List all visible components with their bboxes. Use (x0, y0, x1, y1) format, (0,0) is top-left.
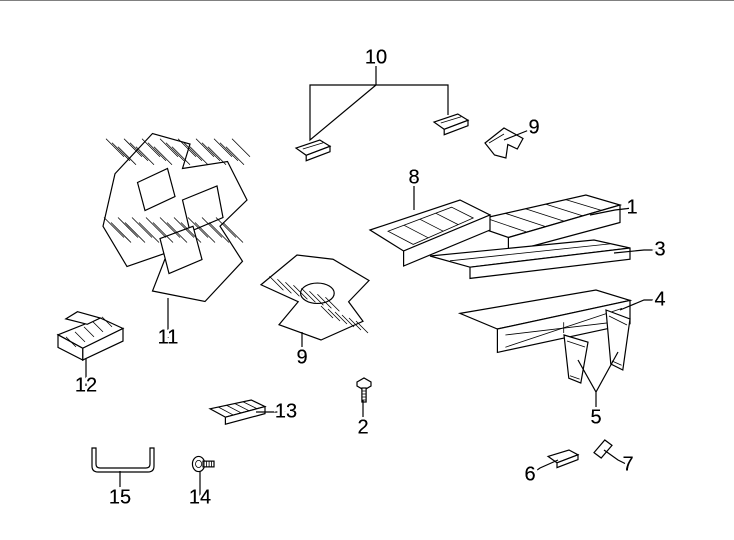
callout-number-10: 10 (365, 46, 387, 68)
callout-number-11: 11 (158, 326, 179, 348)
callout-number-4: 4 (654, 288, 665, 310)
callout-number-9: 9 (528, 116, 539, 138)
callout-number-15: 15 (109, 486, 131, 508)
callout-number-9: 9 (296, 346, 307, 368)
part-rear-rail (430, 240, 630, 278)
leader-10 (310, 58, 448, 140)
part-clip (548, 450, 578, 468)
part-retainer-b (434, 114, 468, 135)
callout-number-2: 2 (357, 416, 368, 438)
exploded-parts-diagram: 1122334455667788999910101111121213131414… (0, 0, 734, 540)
parts-layer (0, 0, 734, 472)
part-transmission-support (261, 255, 369, 340)
callout-number-5: 5 (590, 406, 601, 428)
part-tray (58, 312, 123, 360)
part-u-clip (92, 448, 154, 472)
callout-number-14: 14 (189, 486, 211, 508)
callout-number-8: 8 (408, 166, 419, 188)
part-hook-bracket (485, 128, 523, 158)
part-screw (192, 456, 214, 471)
part-small-bracket (594, 440, 612, 458)
part-bolt (357, 378, 371, 402)
part-side-frame-assembly (103, 134, 250, 302)
part-gusset-bracket-right (606, 310, 630, 370)
part-retainer-a (296, 140, 330, 161)
callout-number-6: 6 (524, 463, 535, 485)
part-gusset-bracket-left (564, 335, 588, 383)
callout-number-12: 12 (75, 374, 97, 396)
callout-number-13: 13 (275, 400, 297, 422)
callout-number-7: 7 (622, 453, 633, 475)
part-rear-panel (460, 290, 630, 352)
callout-number-3: 3 (654, 238, 665, 260)
callout-number-1: 1 (626, 196, 637, 218)
